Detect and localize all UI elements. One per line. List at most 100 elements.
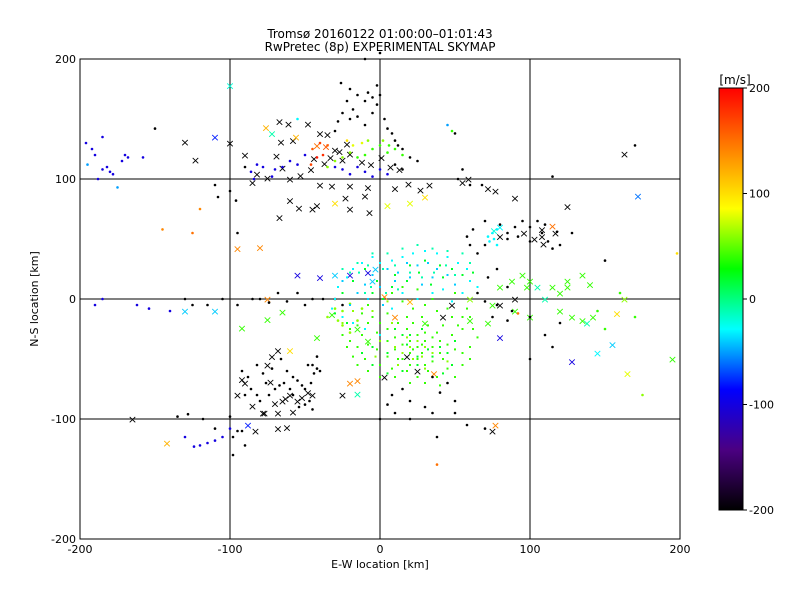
data-point-dot xyxy=(191,231,194,235)
data-point-x: × xyxy=(284,118,293,131)
data-point-dot xyxy=(243,165,247,169)
data-point-x: × xyxy=(258,407,267,420)
data-point-dot xyxy=(371,274,374,276)
data-point-dot xyxy=(386,328,389,330)
data-point-dot xyxy=(394,376,396,378)
colorbar-gradient xyxy=(718,87,744,511)
data-point-dot xyxy=(101,168,104,171)
data-point-dot xyxy=(498,223,502,226)
data-point-x: × xyxy=(260,407,269,420)
data-point-dot xyxy=(349,304,351,306)
data-point-dot xyxy=(371,316,374,318)
data-point-dot xyxy=(120,159,124,163)
data-point-dot xyxy=(516,312,520,315)
data-point-dot xyxy=(213,427,217,430)
data-point-dot xyxy=(421,352,423,354)
data-point-dot xyxy=(451,268,453,270)
data-point-dot xyxy=(321,153,325,157)
data-point-dot xyxy=(406,316,408,318)
data-point-x: × xyxy=(567,311,576,324)
data-point-dot xyxy=(356,115,359,118)
data-point-dot xyxy=(421,276,423,279)
data-point-dot xyxy=(471,228,475,231)
data-point-dot xyxy=(371,310,374,312)
data-point-dot xyxy=(412,252,414,255)
data-point-dot xyxy=(386,268,389,270)
colorbar-tick-label: 100 xyxy=(749,188,770,201)
data-point-dot xyxy=(240,369,244,373)
data-point-dot xyxy=(374,355,377,358)
data-point-dot xyxy=(436,268,438,270)
data-point-dot xyxy=(243,393,247,397)
data-point-dot xyxy=(168,309,172,313)
data-point-x: × xyxy=(308,389,317,402)
data-point-x: × xyxy=(363,181,372,194)
data-point-dot xyxy=(543,333,547,337)
data-point-x: × xyxy=(380,371,389,384)
data-point-x: × xyxy=(405,295,414,308)
data-point-x: × xyxy=(383,199,392,212)
data-point-dot xyxy=(540,231,544,235)
data-point-dot xyxy=(436,252,438,255)
data-point-dot xyxy=(312,372,316,375)
data-point-x: × xyxy=(272,150,281,163)
data-point-dot xyxy=(457,262,459,264)
data-point-dot xyxy=(300,384,304,387)
data-point-dot xyxy=(416,288,419,291)
data-point-dot xyxy=(421,355,423,358)
data-point-x: × xyxy=(281,393,290,406)
data-point-dot xyxy=(356,346,359,348)
data-point-dot xyxy=(311,297,314,301)
data-point-dot xyxy=(513,225,517,229)
data-point-dot xyxy=(309,381,313,385)
data-point-x: × xyxy=(330,269,339,282)
data-point-dot xyxy=(424,364,426,366)
data-point-dot xyxy=(326,165,329,169)
data-point-dot xyxy=(360,141,364,145)
data-point-x: × xyxy=(578,315,587,328)
data-point-dot xyxy=(412,307,414,310)
data-point-dot xyxy=(409,334,411,336)
data-point-dot xyxy=(346,346,348,348)
data-point-x: × xyxy=(510,305,519,318)
data-point-dot xyxy=(391,259,393,262)
data-point-dot xyxy=(486,235,490,238)
data-points: ××××××× ××××× ×××××××× × ××××× ××× ××× ×× ××× ×××… xyxy=(84,51,679,466)
data-point-dot xyxy=(446,352,449,354)
y-tick-label: -100 xyxy=(51,413,76,426)
data-point-dot xyxy=(528,315,532,319)
data-point-x: × xyxy=(353,375,362,388)
data-point-dot xyxy=(363,123,367,127)
data-point-dot xyxy=(333,159,337,163)
data-point-dot xyxy=(435,463,439,466)
data-point-dot xyxy=(401,247,404,250)
data-point-dot xyxy=(495,243,499,247)
data-point-x: × xyxy=(363,267,372,280)
data-point-x: × xyxy=(278,162,287,175)
data-point-dot xyxy=(386,300,389,303)
data-point-x: × xyxy=(248,177,257,190)
data-point-dot xyxy=(382,304,384,306)
data-point-dot xyxy=(551,345,554,349)
data-point-dot xyxy=(401,256,404,258)
data-point-x: × xyxy=(278,306,287,319)
data-point-dot xyxy=(381,139,385,142)
data-point-dot xyxy=(341,334,344,336)
data-point-x: × xyxy=(225,137,234,150)
data-point-dot xyxy=(361,334,363,336)
data-point-x: × xyxy=(402,351,411,364)
data-point-dot xyxy=(379,262,381,264)
data-point-dot xyxy=(236,429,239,433)
data-point-dot xyxy=(439,384,441,387)
data-point-x: × xyxy=(266,376,275,389)
data-point-dot xyxy=(431,375,434,379)
colorbar: [m/s] 200 100 0 -100 -200 xyxy=(718,73,774,517)
data-point-dot xyxy=(633,144,637,147)
data-point-dot xyxy=(183,435,187,439)
x-tick-label: 0 xyxy=(377,543,384,556)
data-point-dot xyxy=(416,264,419,267)
data-point-x: × xyxy=(285,345,294,358)
data-point-dot xyxy=(476,336,479,339)
data-point-dot xyxy=(558,321,562,325)
data-point-dot xyxy=(551,175,554,178)
